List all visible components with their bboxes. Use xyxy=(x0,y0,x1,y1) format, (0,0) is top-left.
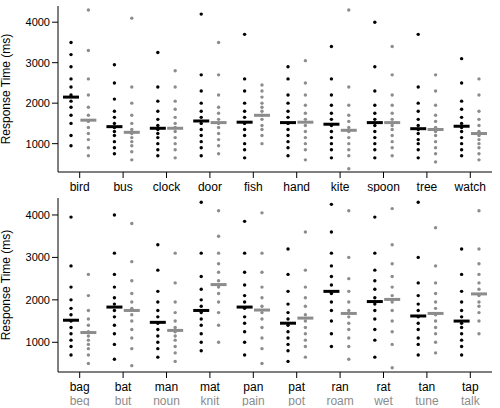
svg-text:tree: tree xyxy=(417,180,438,192)
svg-text:bag: bag xyxy=(70,380,90,394)
svg-text:knit: knit xyxy=(201,394,220,406)
svg-text:pat: pat xyxy=(288,380,305,394)
svg-text:hand: hand xyxy=(283,180,310,192)
svg-text:tan: tan xyxy=(419,380,436,394)
svg-text:spoon: spoon xyxy=(367,180,400,192)
svg-text:2000: 2000 xyxy=(26,294,50,306)
svg-text:3000: 3000 xyxy=(26,57,50,69)
svg-text:fish: fish xyxy=(244,180,263,192)
svg-text:mat: mat xyxy=(200,380,221,394)
svg-text:Response Time (ms): Response Time (ms) xyxy=(8,34,13,145)
svg-text:pot: pot xyxy=(288,394,305,406)
svg-text:noun: noun xyxy=(153,394,180,406)
svg-text:roam: roam xyxy=(326,394,353,406)
svg-text:beg: beg xyxy=(70,394,90,406)
svg-text:3000: 3000 xyxy=(26,251,50,263)
svg-text:watch: watch xyxy=(454,180,486,192)
svg-text:man: man xyxy=(155,380,178,394)
svg-text:ran: ran xyxy=(331,380,348,394)
svg-text:tune: tune xyxy=(415,394,439,406)
svg-text:tap: tap xyxy=(462,380,479,394)
svg-text:2000: 2000 xyxy=(26,97,50,109)
svg-text:door: door xyxy=(198,180,222,192)
svg-text:pan: pan xyxy=(243,380,263,394)
svg-text:bus: bus xyxy=(113,180,132,192)
svg-text:4000: 4000 xyxy=(26,209,50,221)
svg-text:bird: bird xyxy=(70,180,90,192)
svg-text:talk: talk xyxy=(461,394,481,406)
svg-text:wet: wet xyxy=(373,394,393,406)
svg-text:1000: 1000 xyxy=(26,336,50,348)
svg-text:Response Time (ms): Response Time (ms) xyxy=(8,230,13,341)
svg-text:clock: clock xyxy=(153,180,181,192)
svg-text:4000: 4000 xyxy=(26,16,50,28)
svg-text:pain: pain xyxy=(242,394,265,406)
svg-text:1000: 1000 xyxy=(26,138,50,150)
svg-text:but: but xyxy=(115,394,132,406)
svg-text:kite: kite xyxy=(331,180,350,192)
svg-text:bat: bat xyxy=(115,380,132,394)
svg-text:rat: rat xyxy=(376,380,391,394)
